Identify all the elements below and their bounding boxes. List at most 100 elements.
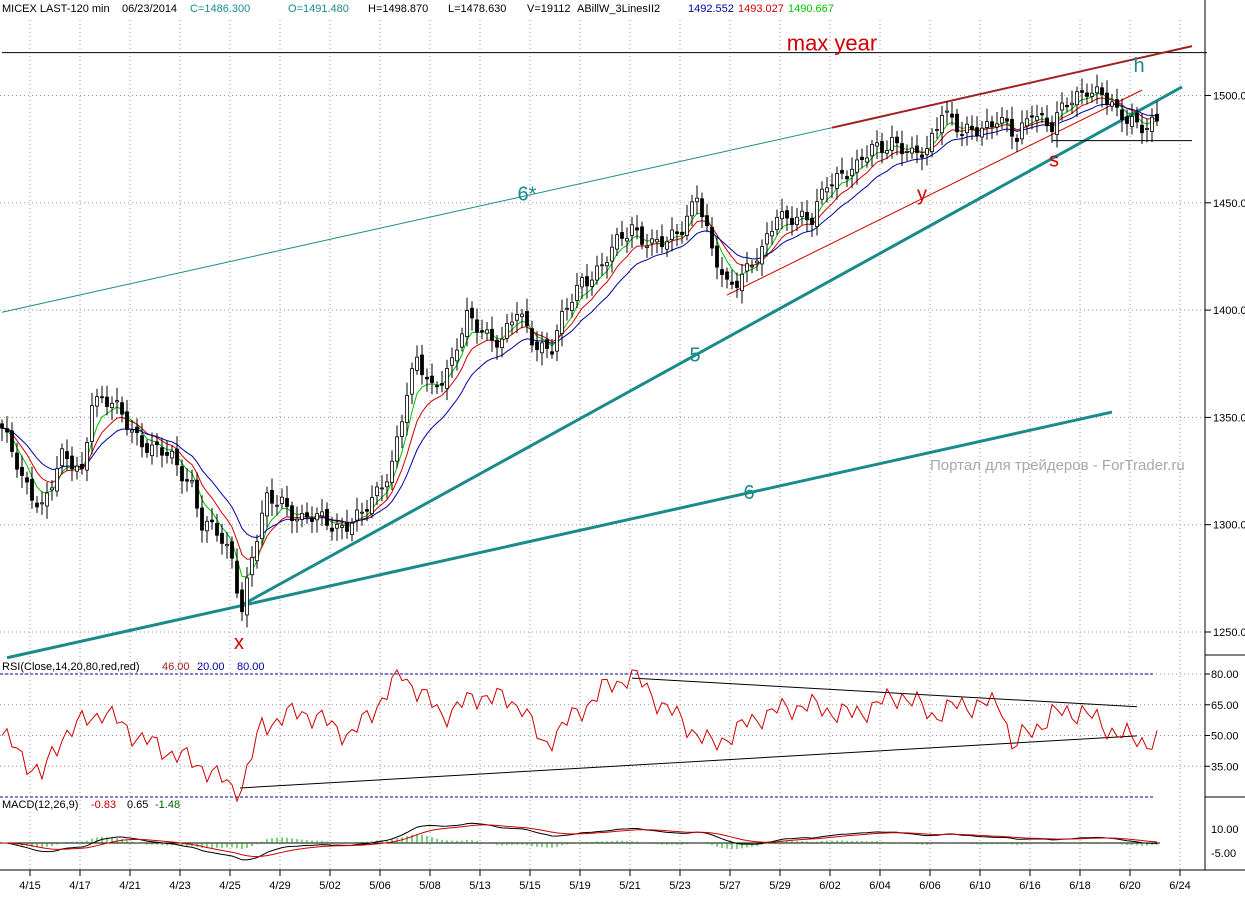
candle-body (1005, 118, 1009, 122)
candle-body (765, 233, 769, 245)
candle-body (945, 110, 949, 113)
candle-body (1110, 101, 1114, 107)
candle-body (420, 354, 424, 376)
candle-body (855, 159, 859, 173)
candle-body (825, 187, 829, 193)
candle-body (1055, 112, 1059, 136)
candle-body (660, 236, 664, 248)
rsi-tick-label: 35.00 (1211, 761, 1239, 773)
candle-body (730, 281, 734, 285)
candle-body (625, 237, 629, 242)
ma-line-red (1, 97, 1158, 560)
candle-body (630, 224, 634, 236)
candle-body (305, 512, 309, 518)
candle-body (5, 428, 9, 433)
rsi-tick-label: 65.00 (1211, 700, 1239, 712)
candle-body (410, 368, 414, 395)
date-tick-label: 6/04 (869, 880, 890, 892)
candle-body (375, 486, 379, 496)
candle-body (430, 375, 434, 383)
date-tick-label: 5/27 (719, 880, 740, 892)
candle-body (25, 477, 29, 483)
candle-body (745, 263, 749, 272)
candle-body (390, 460, 394, 483)
candle-body (580, 277, 584, 288)
candle-body (920, 154, 924, 158)
candle-body (405, 395, 409, 424)
rsi-tick-label: 50.00 (1211, 731, 1239, 743)
price-tick-label: 1350.0 (1213, 412, 1245, 424)
date-tick-label: 5/19 (569, 880, 590, 892)
candle-body (995, 123, 999, 128)
candle-body (1030, 115, 1034, 118)
candle-body (1045, 117, 1049, 127)
date-axis-bg (0, 871, 1245, 909)
indicator-green: 1490.667 (788, 3, 834, 15)
candle-body (695, 197, 699, 203)
date: 06/23/2014 (122, 3, 177, 15)
candle-body (315, 513, 319, 521)
candle-body (230, 541, 234, 559)
candle-body (1035, 116, 1039, 121)
candle-body (850, 168, 854, 177)
candle-body (400, 421, 404, 437)
candle-body (1125, 116, 1129, 124)
candle-body (865, 157, 869, 163)
date-tick-label: 6/18 (1069, 880, 1090, 892)
candle-body (145, 443, 149, 453)
candle-body (0, 423, 4, 429)
candle-body (280, 496, 284, 504)
candle-body (560, 311, 564, 334)
candle-body (790, 217, 794, 225)
candle-body (480, 330, 484, 333)
candle-body (135, 426, 139, 434)
candle-body (510, 321, 514, 326)
candle-body (60, 448, 64, 467)
candle-body (870, 143, 874, 157)
candle-body (455, 349, 459, 362)
annotation-label: h (1133, 55, 1144, 77)
candle-body (760, 246, 764, 265)
candle-body (300, 513, 304, 520)
candle-body (250, 557, 254, 576)
annotation-label: 6 (743, 482, 754, 504)
date-tick-label: 4/15 (19, 880, 40, 892)
candles (0, 74, 1159, 628)
rsi-low: 20.00 (197, 661, 225, 673)
candle-body (515, 313, 519, 321)
candle-body (45, 492, 49, 507)
candle-body (1010, 118, 1014, 137)
annotation-label: max year (787, 30, 877, 55)
candle-body (215, 523, 219, 536)
candle-body (70, 455, 74, 470)
candle-body (1135, 112, 1139, 123)
candle-body (485, 329, 489, 334)
candle-body (330, 527, 334, 532)
candle-body (55, 468, 59, 492)
candle-body (465, 310, 469, 337)
candle-body (670, 229, 674, 240)
rsi-line (1, 668, 1158, 803)
rsi-value: 46.00 (162, 661, 190, 673)
candle-body (65, 451, 69, 460)
date-tick-label: 6/02 (819, 880, 840, 892)
candle-body (355, 509, 359, 521)
candle-body (1060, 102, 1064, 111)
date-tick-label: 6/06 (919, 880, 940, 892)
chart-header: MICEX LAST-120 min 06/23/2014 C=1486.300… (2, 3, 834, 15)
candle-body (40, 502, 44, 505)
candle-body (200, 507, 204, 531)
candle-body (190, 480, 194, 483)
close-value: C=1486.300 (190, 3, 250, 15)
candle-body (35, 502, 39, 508)
candle-body (150, 444, 154, 457)
macd-signal-line (2, 824, 1158, 858)
rsi-header: RSI(Close,14,20,80,red,red) 46.00 20.00 … (2, 661, 265, 673)
candle-body (905, 150, 909, 153)
candle-body (285, 498, 289, 507)
date-tick-label: 6/20 (1119, 880, 1140, 892)
candle-body (180, 466, 184, 482)
volume-value: V=19112 (527, 3, 571, 15)
